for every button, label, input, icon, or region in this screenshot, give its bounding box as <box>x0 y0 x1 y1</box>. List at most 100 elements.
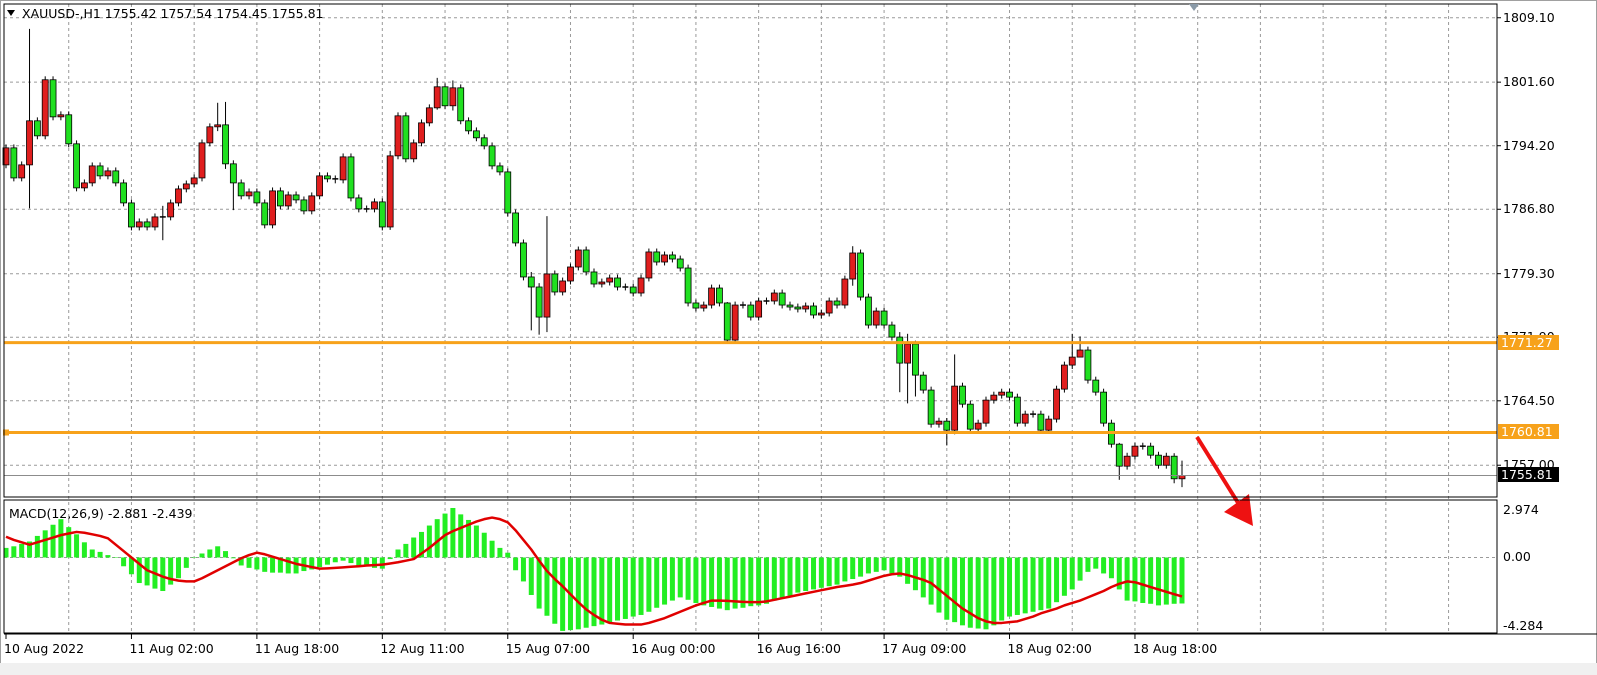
macd-histogram-bar <box>536 557 542 609</box>
candle <box>802 302 810 313</box>
macd-histogram-bar <box>1014 557 1020 615</box>
candle <box>371 198 378 213</box>
macd-histogram-bar <box>434 519 440 558</box>
macd-histogram-bar <box>371 557 377 568</box>
macd-histogram-bar <box>1046 557 1052 609</box>
macd-histogram-bar <box>732 557 738 609</box>
candle <box>1123 452 1131 470</box>
macd-histogram-bar <box>1022 557 1028 614</box>
candle <box>1076 336 1084 358</box>
candle <box>363 205 370 213</box>
candle <box>175 185 182 207</box>
time-axis-label: 16 Aug 00:00 <box>631 641 716 656</box>
candle <box>425 104 433 127</box>
candle-body-down <box>927 389 935 425</box>
candle <box>441 83 449 110</box>
macd-histogram-bar <box>1101 557 1107 574</box>
candle-body-up <box>135 221 143 228</box>
candle-body-up <box>18 164 26 179</box>
macd-histogram-bar <box>387 557 393 560</box>
candle <box>794 303 802 313</box>
macd-histogram-bar <box>912 557 918 591</box>
candle <box>606 274 614 286</box>
macd-histogram-bar <box>1061 557 1067 596</box>
candle-body-down <box>143 221 151 228</box>
macd-histogram-bar <box>850 557 856 580</box>
candle-body-up <box>559 280 567 293</box>
macd-histogram-bar <box>246 557 252 568</box>
candle-body-down <box>378 201 386 228</box>
candle <box>810 302 817 319</box>
macd-histogram-bar <box>74 534 80 558</box>
macd-histogram-bar <box>575 557 581 630</box>
candle <box>990 391 998 404</box>
level-line-handle[interactable] <box>3 429 9 436</box>
candle <box>276 187 284 210</box>
macd-histogram-bar <box>497 547 503 558</box>
candle <box>1061 361 1068 393</box>
candle-body-up <box>567 266 574 282</box>
macd-pane-frame <box>3 499 1498 634</box>
candle-body-down <box>778 292 786 306</box>
price-pane-frame <box>3 3 1498 498</box>
candle <box>676 255 684 272</box>
candle-body-down <box>912 343 919 376</box>
candle <box>1155 451 1162 469</box>
candle <box>88 162 96 187</box>
candle-body-down <box>653 251 661 263</box>
candle <box>723 302 731 343</box>
chart-shift-marker-icon[interactable] <box>1189 4 1199 11</box>
macd-histogram-bar <box>1030 557 1036 612</box>
price-axis-label: 1809.10 <box>1503 9 1555 25</box>
candle-body-up <box>104 170 112 177</box>
candle <box>128 199 135 231</box>
candle-body-up <box>386 155 394 228</box>
candle-body-down <box>112 170 120 184</box>
macd-histogram-bar <box>254 557 260 570</box>
macd-histogram-bar <box>779 557 785 599</box>
macd-histogram-bar <box>959 557 965 626</box>
candle <box>135 218 143 231</box>
macd-histogram-bar <box>654 557 660 608</box>
candle <box>512 209 519 247</box>
price-axis-label: 1786.80 <box>1503 201 1555 217</box>
candle-body-up <box>731 304 739 341</box>
candle <box>292 191 300 204</box>
candle <box>394 112 402 160</box>
candle-body-down <box>253 191 261 204</box>
candle-body-up <box>214 124 222 128</box>
macd-histogram-bar <box>615 557 621 621</box>
candle-body-up <box>904 343 911 364</box>
macd-histogram-bar <box>928 557 934 605</box>
macd-histogram-bar <box>834 557 840 585</box>
macd-histogram-bar <box>858 557 864 577</box>
macd-title: MACD(12,26,9) -2.881 -2.439 <box>9 506 193 521</box>
candle <box>41 76 49 140</box>
grid <box>4 4 1501 639</box>
candle <box>480 134 488 150</box>
collapse-triangle-icon[interactable] <box>7 10 15 16</box>
candle <box>104 167 112 180</box>
candle <box>959 382 966 408</box>
candle-body-up <box>951 385 959 431</box>
candle <box>355 194 363 213</box>
candle <box>504 168 512 217</box>
macd-histogram-bar <box>646 557 652 612</box>
candles <box>2 28 1186 488</box>
candle-body-up <box>598 281 606 285</box>
candle <box>49 76 57 121</box>
candle <box>598 278 606 288</box>
candle <box>747 301 755 321</box>
candle-body-up <box>1021 413 1029 424</box>
candle <box>1147 442 1155 459</box>
candle-body-down <box>590 271 598 285</box>
candle-body-down <box>1100 391 1107 424</box>
candle-body-up <box>425 107 433 124</box>
candle-body-down <box>355 197 363 210</box>
time-axis-label: 11 Aug 18:00 <box>254 641 340 656</box>
candle <box>222 101 229 169</box>
candle <box>120 179 127 207</box>
candle-body-down <box>457 87 465 122</box>
macd-histogram-bar <box>97 551 103 558</box>
